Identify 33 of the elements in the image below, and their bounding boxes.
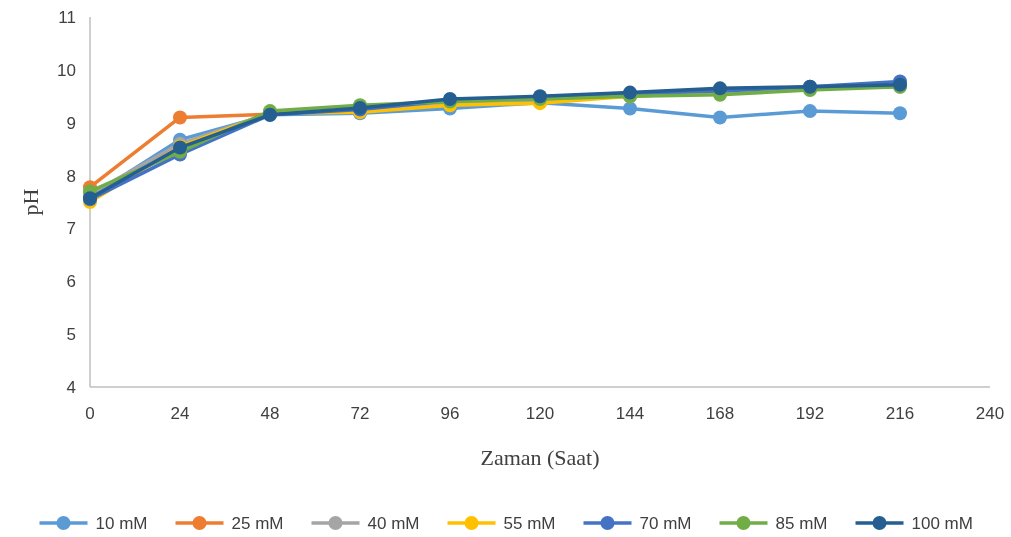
point (173, 110, 187, 125)
legend-label: 25 mM (231, 514, 284, 533)
x-tick-label: 72 (350, 404, 370, 423)
point (713, 110, 727, 125)
legend-label: 70 mM (639, 514, 692, 533)
legend-label: 100 mM (911, 514, 973, 533)
y-tick-label: 7 (66, 219, 76, 239)
y-tick-label: 4 (66, 378, 76, 397)
x-tick-label: 96 (440, 404, 460, 423)
y-tick-label: 8 (66, 166, 76, 186)
point (623, 101, 637, 116)
x-tick-label: 216 (885, 404, 915, 423)
x-tick-label: 48 (260, 404, 280, 423)
y-tick-label: 9 (66, 113, 76, 133)
x-tick-label: 240 (975, 404, 1005, 423)
x-tick-label: 0 (85, 404, 95, 423)
x-tick-label: 192 (795, 404, 825, 423)
y-tick-label: 10 (57, 60, 76, 80)
point (893, 106, 907, 121)
x-axis-title: Zaman (Saat) (480, 445, 600, 470)
y-tick-label: 6 (66, 272, 76, 292)
legend-label: 85 mM (775, 514, 828, 533)
y-axis-title: pH (18, 188, 43, 216)
x-tick-label: 120 (525, 404, 555, 423)
point (803, 104, 817, 119)
y-tick-label: 11 (58, 8, 76, 27)
x-tick-label: 144 (615, 404, 645, 423)
legend-label: 40 mM (367, 514, 420, 533)
legend-label: 10 mM (95, 514, 148, 533)
x-tick-label: 168 (705, 404, 735, 423)
x-tick-label: 24 (170, 404, 190, 423)
legend-label: 55 mM (503, 514, 556, 533)
y-tick-label: 5 (66, 325, 76, 345)
